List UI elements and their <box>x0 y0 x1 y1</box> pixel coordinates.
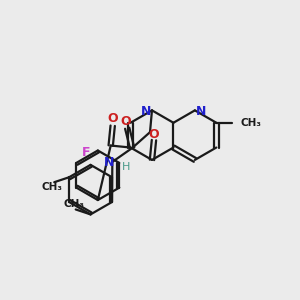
Text: N: N <box>104 156 115 170</box>
Text: O: O <box>120 115 130 128</box>
Text: F: F <box>81 146 90 159</box>
Text: N: N <box>196 105 206 118</box>
Text: CH₃: CH₃ <box>42 182 63 192</box>
Text: O: O <box>107 112 118 125</box>
Text: CH₃: CH₃ <box>63 200 84 209</box>
Text: H: H <box>122 162 130 172</box>
Text: CH₃: CH₃ <box>240 118 261 128</box>
Text: N: N <box>141 105 151 118</box>
Text: O: O <box>149 128 159 141</box>
